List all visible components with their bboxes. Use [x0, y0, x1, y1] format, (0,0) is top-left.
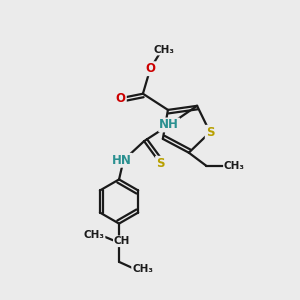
Text: S: S: [206, 126, 214, 139]
Text: S: S: [156, 157, 164, 170]
Text: HN: HN: [112, 154, 132, 167]
Text: O: O: [116, 92, 126, 105]
Text: CH₃: CH₃: [224, 161, 245, 171]
Text: CH₃: CH₃: [83, 230, 104, 240]
Text: CH₃: CH₃: [153, 45, 174, 55]
Text: O: O: [145, 62, 155, 75]
Text: CH₃: CH₃: [132, 264, 153, 274]
Text: NH: NH: [159, 118, 179, 131]
Text: CH: CH: [114, 236, 130, 246]
